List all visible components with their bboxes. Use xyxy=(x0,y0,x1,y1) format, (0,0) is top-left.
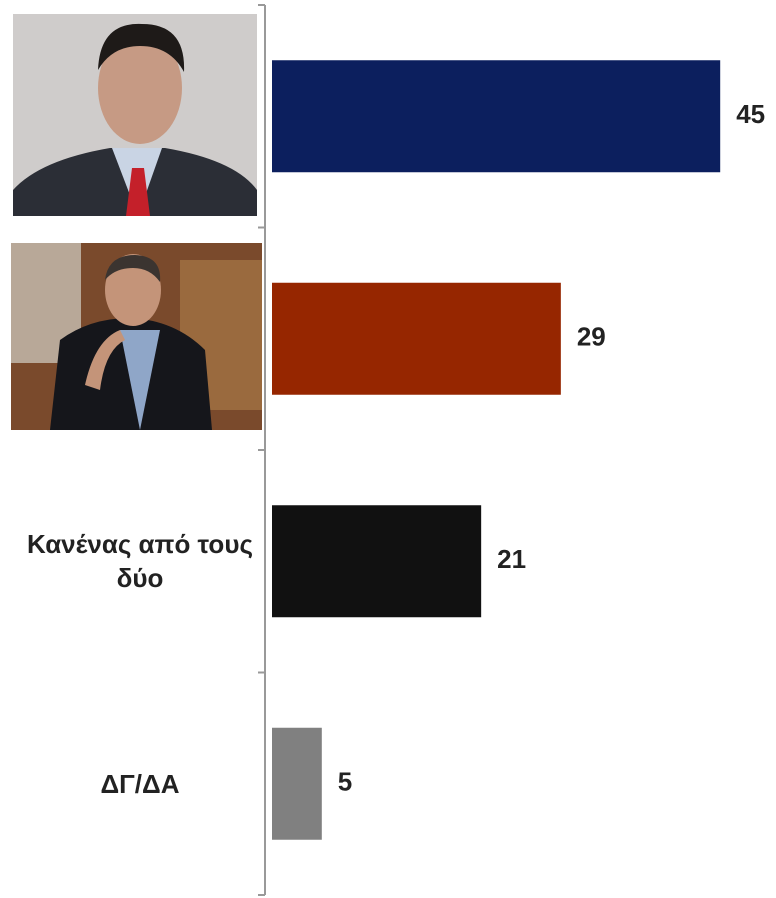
bar xyxy=(272,60,721,173)
photo-2 xyxy=(11,243,262,430)
category-label: ΔΓ/ΔΑ xyxy=(100,768,180,799)
value-label: 5 xyxy=(338,767,352,797)
bar xyxy=(272,282,561,395)
bar xyxy=(272,727,322,840)
value-label: 29 xyxy=(577,322,606,352)
bar xyxy=(272,505,482,618)
photo-1 xyxy=(13,14,257,216)
value-label: 21 xyxy=(497,544,526,574)
category-label: Κανένας από τους δύο xyxy=(27,529,253,594)
value-label: 45 xyxy=(736,99,765,129)
